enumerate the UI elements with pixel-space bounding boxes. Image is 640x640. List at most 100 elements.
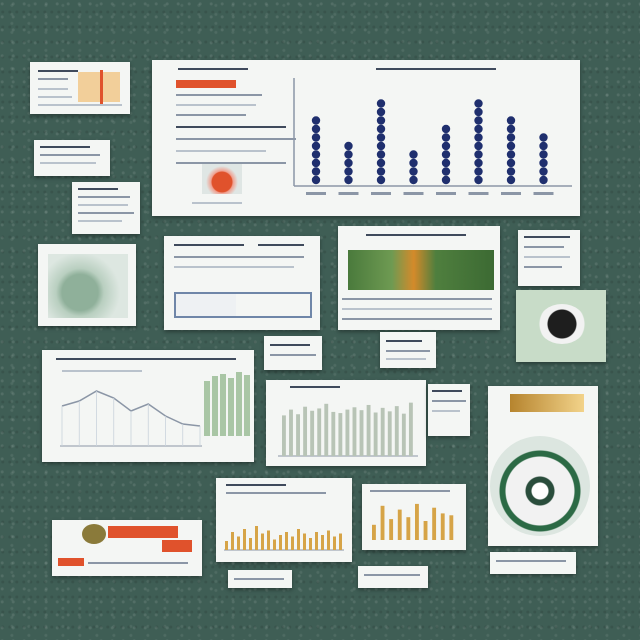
- dot-mark: [441, 167, 451, 176]
- label-card-4: [358, 566, 428, 588]
- x-tick-label: [436, 192, 456, 195]
- dot-mark: [441, 158, 451, 168]
- small-gold-chart: [224, 526, 344, 551]
- dot-mark: [311, 158, 321, 168]
- x-tick-label: [403, 192, 424, 195]
- gold-bar: [397, 509, 402, 540]
- sage-column-bar: [380, 407, 385, 456]
- sage-column-bar: [338, 413, 343, 456]
- dot-mark: [376, 167, 386, 176]
- dot-mark: [474, 141, 483, 151]
- small-gold-bar: [333, 536, 336, 550]
- sage-column-bar: [296, 414, 300, 456]
- note-card-1: [34, 140, 110, 176]
- dot-mark: [474, 107, 483, 117]
- dot-mark: [344, 158, 353, 168]
- dot-mark: [311, 167, 321, 176]
- small-gold-bar: [321, 535, 324, 550]
- dot-mark: [506, 150, 516, 159]
- disk-card: [488, 386, 598, 546]
- gold-bar: [406, 517, 411, 540]
- sage-column-bar: [373, 412, 378, 456]
- dot-mark: [376, 124, 386, 134]
- dot-mark: [506, 124, 516, 134]
- dot-mark: [409, 150, 418, 159]
- sage-column-bar: [303, 406, 308, 456]
- orange-bar-card: [52, 520, 202, 576]
- dot-mark: [311, 133, 321, 142]
- sage-column-bar: [317, 408, 322, 456]
- dot-mark: [441, 150, 451, 159]
- progress-frame: [174, 292, 312, 318]
- sage-column-bar: [408, 402, 413, 456]
- dot-mark: [311, 124, 321, 134]
- sage-bar: [220, 374, 226, 436]
- main-chart-card: [152, 60, 580, 216]
- dot-mark: [441, 133, 451, 142]
- dot-mark: [311, 150, 321, 159]
- dot-mark: [506, 141, 516, 151]
- small-gold-bar: [327, 530, 330, 550]
- sage-column-bar: [310, 410, 315, 456]
- dot-mark: [376, 107, 386, 117]
- gold-banner: [510, 394, 584, 412]
- dot-mark: [506, 175, 516, 185]
- sage-column-chart: [278, 402, 418, 457]
- dot-mark: [474, 150, 483, 159]
- dot-chart: [293, 78, 572, 195]
- disk-chart: [490, 436, 590, 536]
- dot-mark: [506, 158, 516, 168]
- dot-mark: [506, 133, 516, 142]
- label-card-3: [228, 570, 292, 588]
- orange-legend-bar: [176, 80, 236, 88]
- dot-mark: [539, 167, 548, 176]
- sage-column-bar: [366, 404, 371, 456]
- dot-mark: [474, 124, 483, 134]
- orange-bar-mark: [78, 72, 120, 102]
- dot-mark: [376, 150, 386, 159]
- dot-mark: [376, 133, 386, 142]
- dot-mark: [409, 158, 418, 168]
- dot-mark: [376, 99, 386, 108]
- wave-line-chart: [60, 390, 202, 447]
- fruit-photo: [82, 524, 106, 544]
- dot-mark: [409, 175, 418, 185]
- small-gold-bar: [225, 541, 228, 550]
- dot-mark: [344, 150, 353, 159]
- gold-bar: [372, 524, 376, 540]
- gold-bar: [415, 503, 419, 540]
- gold-bar: [423, 521, 428, 540]
- marker-line: [100, 70, 103, 104]
- small-gold-bar: [249, 538, 252, 550]
- small-gold-bar: [309, 538, 312, 550]
- dot-mark: [376, 175, 386, 185]
- x-tick-label: [371, 192, 391, 195]
- small-gold-bar: [237, 536, 240, 550]
- dot-mark: [539, 141, 548, 151]
- sage-column-bar: [282, 415, 286, 456]
- dot-mark: [344, 175, 353, 185]
- gold-bar: [440, 513, 445, 540]
- small-photo: [202, 164, 242, 194]
- sage-column-bar: [345, 409, 350, 456]
- dot-mark: [441, 141, 451, 151]
- x-tick-label: [501, 192, 521, 195]
- x-tick-label: [338, 192, 359, 195]
- photo-strip-card: [338, 226, 500, 330]
- small-gold-bar: [243, 529, 246, 550]
- glass-photo-card: [516, 290, 606, 362]
- dot-mark: [441, 124, 451, 134]
- dot-mark: [539, 175, 548, 185]
- dot-mark: [376, 158, 386, 168]
- small-gold-bar: [279, 535, 282, 550]
- small-gold-card: [216, 478, 352, 562]
- small-bar-card: [30, 62, 130, 114]
- dot-mark: [474, 99, 483, 108]
- forest-photo: [348, 250, 494, 290]
- sage-bar: [212, 376, 218, 436]
- dot-mark: [376, 141, 386, 151]
- note-card-2: [72, 182, 140, 234]
- gold-bar: [380, 505, 385, 540]
- dot-mark: [539, 133, 548, 142]
